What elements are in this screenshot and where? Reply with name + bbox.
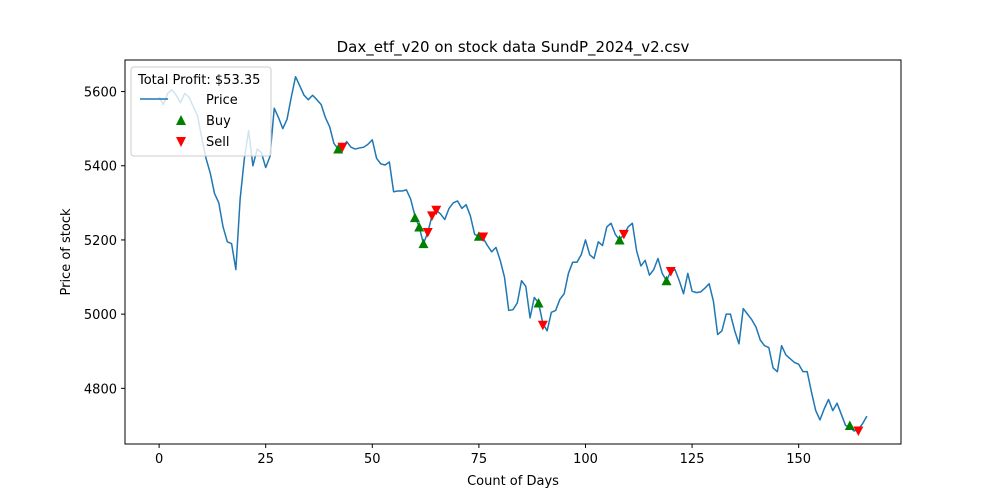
legend-buy-label: Buy	[206, 114, 231, 129]
y-tick-label: 5600	[84, 86, 117, 101]
legend-price-label: Price	[206, 93, 238, 108]
x-tick-label: 150	[786, 452, 811, 467]
buy-marker	[844, 420, 855, 430]
buy-marker	[614, 234, 625, 245]
x-axis-title: Count of Days	[467, 474, 559, 489]
sell-marker	[618, 229, 629, 240]
y-axis-title: Price of stock	[59, 208, 74, 295]
sell-marker	[426, 211, 437, 221]
sell-marker	[422, 228, 433, 238]
legend-buy-swatch	[176, 115, 186, 125]
x-tick-label: 100	[573, 452, 598, 467]
y-tick-label: 5400	[84, 160, 117, 175]
y-tick-label: 5000	[84, 308, 117, 323]
legend-title: Total Profit: $53.35	[137, 73, 260, 88]
legend-sell-swatch	[176, 137, 186, 147]
x-tick-label: 25	[257, 452, 274, 467]
x-tick-label: 50	[364, 452, 381, 467]
legend: Total Profit: $53.35 Price Buy Sell	[130, 66, 272, 157]
axes-layer: 0 25 50 75 100 125 150 4800 5000 5200 5400 5600	[84, 86, 811, 467]
buy-marker	[333, 144, 344, 154]
sell-marker	[665, 266, 676, 277]
x-tick-label: 75	[471, 452, 488, 467]
buy-marker	[409, 212, 420, 223]
sell-marker	[478, 232, 489, 242]
legend-sell-label: Sell	[206, 135, 229, 150]
sell-marker	[431, 205, 442, 216]
sell-marker	[853, 426, 864, 437]
buy-marker	[661, 275, 672, 286]
y-tick-label: 5200	[84, 234, 117, 249]
sell-marker	[537, 320, 548, 331]
x-tick-label: 0	[155, 452, 163, 467]
legend-box	[130, 66, 272, 157]
x-tick-label: 125	[680, 452, 705, 467]
buy-marker	[533, 298, 544, 308]
chart-title: Dax_etf_v20 on stock data SundP_2024_v2.…	[337, 38, 690, 57]
plot-layer	[158, 75, 868, 437]
sell-marker	[337, 142, 348, 153]
buy-marker	[414, 221, 425, 232]
price-series-line	[158, 75, 868, 432]
y-tick-label: 4800	[84, 382, 117, 397]
plot-frame	[124, 59, 902, 445]
buy-marker	[418, 238, 429, 249]
